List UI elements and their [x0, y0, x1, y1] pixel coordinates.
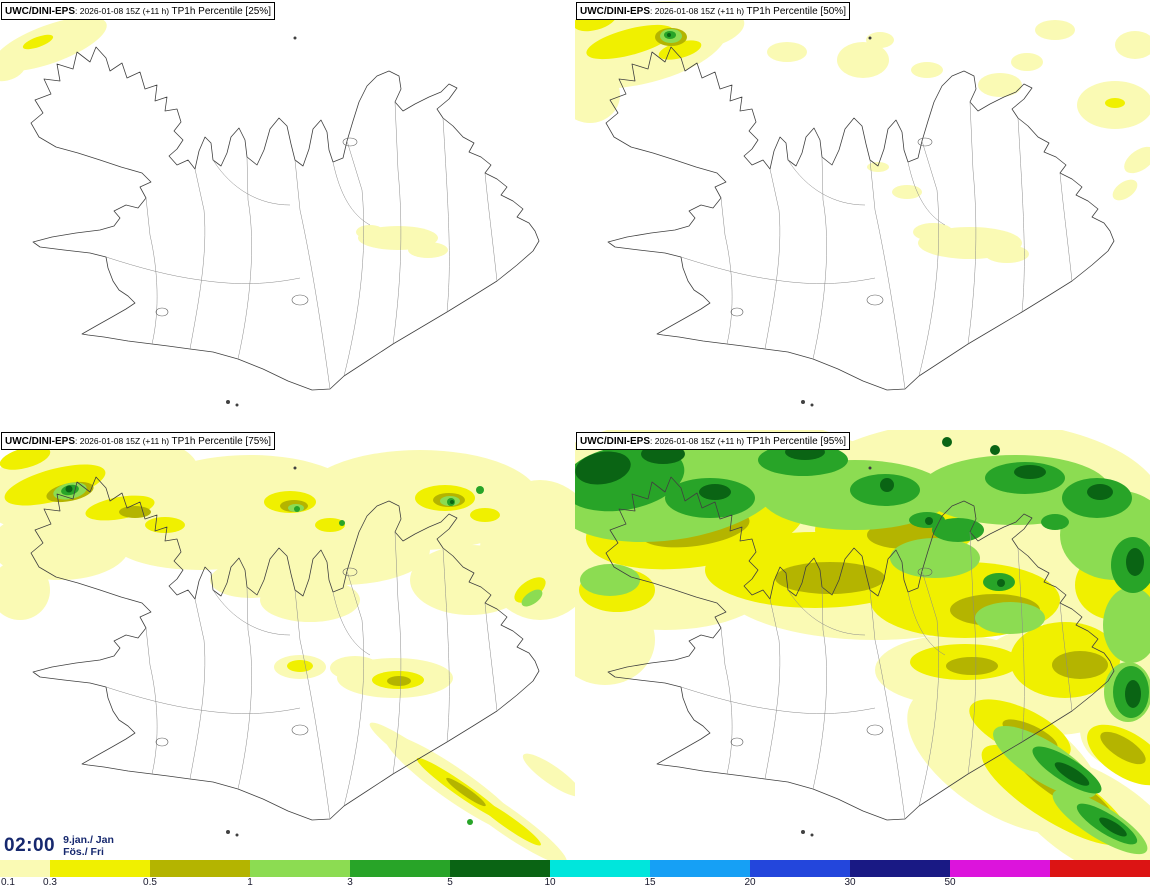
colorbar-label: 15 — [644, 877, 656, 888]
colorbar-label: 0.1 — [1, 877, 15, 888]
param-label: TP1h Percentile [50%] — [746, 6, 846, 17]
colorbar-segment — [350, 860, 450, 877]
model-name: UWC/DINI-EPS — [580, 436, 650, 447]
model-name: UWC/DINI-EPS — [5, 436, 75, 447]
colorbar-label: 1 — [247, 877, 253, 888]
panel-title-95: UWC/DINI-EPS: 2026-01-08 15Z (+11 h) TP1… — [576, 432, 850, 450]
map-panel-75: UWC/DINI-EPS: 2026-01-08 15Z (+11 h) TP1… — [0, 430, 575, 860]
param-label: TP1h Percentile [25%] — [171, 6, 271, 17]
precip-overlay-75 — [0, 435, 575, 860]
colorbar-label: 3 — [347, 877, 353, 888]
valid-date: 9.jan./ Jan — [63, 834, 114, 846]
param-label: TP1h Percentile [75%] — [171, 436, 271, 447]
run-info: : 2026-01-08 15Z (+11 h) — [650, 6, 747, 16]
colorbar-segment — [550, 860, 650, 877]
panel-grid: UWC/DINI-EPS: 2026-01-08 15Z (+11 h) TP1… — [0, 0, 1150, 860]
run-info: : 2026-01-08 15Z (+11 h) — [75, 436, 172, 446]
colorbar — [0, 860, 1150, 877]
colorbar-label: 10 — [544, 877, 556, 888]
colorbar-label: 0.5 — [143, 877, 157, 888]
valid-date-lines: 9.jan./ Jan Fös./ Fri — [63, 834, 114, 858]
colorbar-segment — [0, 860, 50, 877]
map-panel-50: UWC/DINI-EPS: 2026-01-08 15Z (+11 h) TP1… — [575, 0, 1150, 430]
iceland-map-25 — [0, 16, 540, 407]
map-panel-25: UWC/DINI-EPS: 2026-01-08 15Z (+11 h) TP1… — [0, 0, 575, 430]
colorbar-label: 30 — [844, 877, 856, 888]
iceland-map-75 — [0, 435, 575, 860]
valid-time-clock: 02:00 — [4, 835, 56, 856]
colorbar-segment — [150, 860, 250, 877]
colorbar-label: 5 — [447, 877, 453, 888]
colorbar-segment — [950, 860, 1050, 877]
colorbar-label: 20 — [744, 877, 756, 888]
colorbar-segment — [450, 860, 550, 877]
precip-overlay-50 — [575, 1, 1150, 263]
model-name: UWC/DINI-EPS — [580, 6, 650, 17]
panel-title-50: UWC/DINI-EPS: 2026-01-08 15Z (+11 h) TP1… — [576, 2, 850, 20]
model-name: UWC/DINI-EPS — [5, 6, 75, 17]
iceland-map-95 — [575, 430, 1150, 860]
colorbar-segment — [850, 860, 950, 877]
colorbar-label: 0.3 — [43, 877, 57, 888]
param-label: TP1h Percentile [95%] — [746, 436, 846, 447]
map-panel-95: UWC/DINI-EPS: 2026-01-08 15Z (+11 h) TP1… — [575, 430, 1150, 860]
panel-title-25: UWC/DINI-EPS: 2026-01-08 15Z (+11 h) TP1… — [1, 2, 275, 20]
run-info: : 2026-01-08 15Z (+11 h) — [650, 436, 747, 446]
colorbar-label: 50 — [944, 877, 956, 888]
panel-title-75: UWC/DINI-EPS: 2026-01-08 15Z (+11 h) TP1… — [1, 432, 275, 450]
valid-day: Fös./ Fri — [63, 846, 104, 858]
valid-time-box: 02:00 9.jan./ Jan Fös./ Fri — [0, 832, 124, 860]
colorbar-segment — [50, 860, 150, 877]
precip-overlay-25 — [0, 16, 448, 258]
iceland-map-50 — [575, 1, 1150, 407]
colorbar-segment — [650, 860, 750, 877]
colorbar-segment — [750, 860, 850, 877]
legend-strip: 0.1 0.3 0.5 1 3 5 10 15 20 30 50 — [0, 860, 1150, 891]
run-info: : 2026-01-08 15Z (+11 h) — [75, 6, 172, 16]
precip-overlay-95 — [575, 430, 1150, 860]
colorbar-segment — [1050, 860, 1150, 877]
colorbar-segment — [250, 860, 350, 877]
colorbar-labels: 0.1 0.3 0.5 1 3 5 10 15 20 30 50 — [0, 877, 1150, 891]
